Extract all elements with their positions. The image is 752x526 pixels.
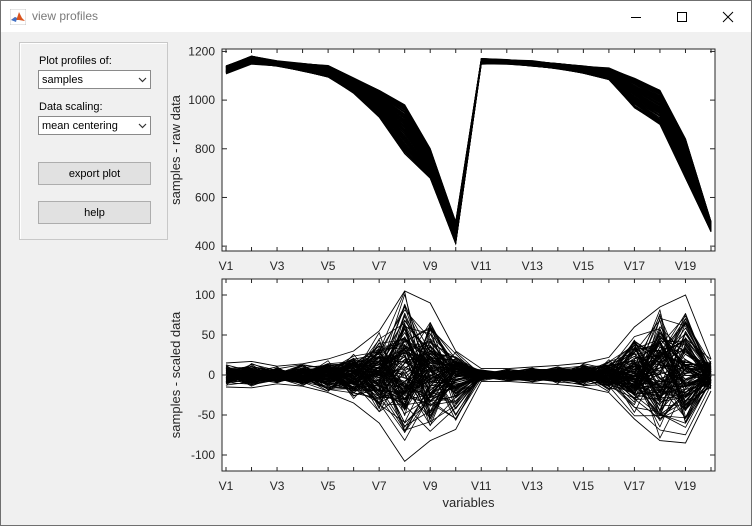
close-icon bbox=[722, 11, 734, 22]
x-tick-label: V7 bbox=[372, 479, 387, 493]
close-button[interactable] bbox=[705, 1, 751, 32]
plot-profiles-label: Plot profiles of: bbox=[39, 55, 112, 67]
profile-line bbox=[225, 319, 712, 392]
export-plot-button[interactable]: export plot bbox=[38, 162, 151, 185]
x-tick-label: V3 bbox=[270, 259, 285, 273]
profile-line bbox=[225, 328, 712, 410]
x-tick-label: V15 bbox=[573, 259, 595, 273]
y-tick-label: 1200 bbox=[188, 44, 215, 58]
x-tick-label: V5 bbox=[321, 479, 336, 493]
y-axis-label: samples - raw data bbox=[168, 94, 183, 205]
x-tick-label: V19 bbox=[675, 479, 697, 493]
profile-lines bbox=[225, 290, 712, 463]
data-scaling-dropdown[interactable]: mean centering bbox=[38, 116, 151, 135]
x-tick-label: V19 bbox=[675, 259, 697, 273]
scaled-data-plot[interactable]: -100 -50 0 50 100 V1 V3 V5 V7 V9 V11 V13 V15 V17 V19 sa… bbox=[166, 276, 736, 516]
y-tick-label: 1000 bbox=[188, 93, 215, 107]
y-tick-label: -50 bbox=[198, 408, 216, 422]
profile-line bbox=[225, 55, 712, 222]
control-panel: Plot profiles of: samples Data scaling: … bbox=[19, 42, 168, 240]
profile-line bbox=[225, 354, 712, 402]
profile-line bbox=[225, 353, 712, 392]
x-tick-label: V11 bbox=[471, 479, 492, 493]
x-tick-label: V1 bbox=[219, 479, 234, 493]
x-tick-label: V9 bbox=[423, 479, 438, 493]
window-title: view profiles bbox=[32, 9, 99, 23]
x-tick-label: V13 bbox=[522, 259, 544, 273]
x-tick-label: V15 bbox=[573, 479, 595, 493]
minimize-button[interactable] bbox=[613, 1, 659, 32]
profile-line bbox=[225, 380, 712, 463]
profile-lines bbox=[225, 55, 712, 246]
chevron-down-icon bbox=[134, 117, 150, 134]
profile-line bbox=[225, 290, 712, 370]
profile-line bbox=[225, 327, 712, 433]
x-tick-label: V9 bbox=[423, 259, 438, 273]
y-tick-label: 600 bbox=[195, 190, 215, 204]
x-tick-label: V5 bbox=[321, 259, 336, 273]
x-tick-label: V17 bbox=[624, 479, 646, 493]
x-tick-label: V13 bbox=[522, 479, 544, 493]
help-button[interactable]: help bbox=[38, 201, 151, 224]
maximize-button[interactable] bbox=[659, 1, 705, 32]
y-tick-label: -100 bbox=[191, 448, 215, 462]
profile-line bbox=[225, 329, 712, 396]
x-tick-label: V3 bbox=[270, 479, 285, 493]
x-axis-label: variables bbox=[442, 495, 495, 510]
plot-profiles-dropdown[interactable]: samples bbox=[38, 70, 151, 89]
maximize-icon bbox=[677, 11, 687, 22]
y-tick-label: 50 bbox=[202, 328, 216, 342]
axes-box bbox=[221, 48, 716, 252]
profile-line bbox=[225, 319, 712, 405]
matlab-logo-icon bbox=[10, 9, 26, 25]
chevron-down-icon bbox=[134, 71, 150, 88]
profile-line bbox=[225, 63, 712, 246]
x-tick-label: V7 bbox=[372, 259, 387, 273]
data-scaling-value: mean centering bbox=[42, 120, 118, 132]
minimize-icon bbox=[631, 16, 641, 18]
y-tick-label: 100 bbox=[195, 288, 215, 302]
x-tick-label: V11 bbox=[471, 259, 492, 273]
raw-data-plot[interactable]: 400 600 800 1000 1200 V1 V3 V5 V7 V9 V11 V13 V15 V17 V… bbox=[166, 41, 736, 276]
plot-profiles-value: samples bbox=[42, 74, 83, 86]
y-axis-label: samples - scaled data bbox=[168, 311, 183, 438]
profile-line bbox=[225, 324, 712, 411]
title-bar[interactable]: view profiles bbox=[1, 1, 751, 32]
y-tick-label: 800 bbox=[195, 142, 215, 156]
data-scaling-label: Data scaling: bbox=[39, 101, 103, 113]
profile-line bbox=[225, 328, 712, 397]
y-tick-label: 400 bbox=[195, 239, 215, 253]
x-tick-label: V17 bbox=[624, 259, 646, 273]
y-tick-label: 0 bbox=[208, 368, 215, 382]
profile-line bbox=[225, 323, 712, 403]
profile-line bbox=[225, 325, 712, 400]
x-tick-label: V1 bbox=[219, 259, 234, 273]
